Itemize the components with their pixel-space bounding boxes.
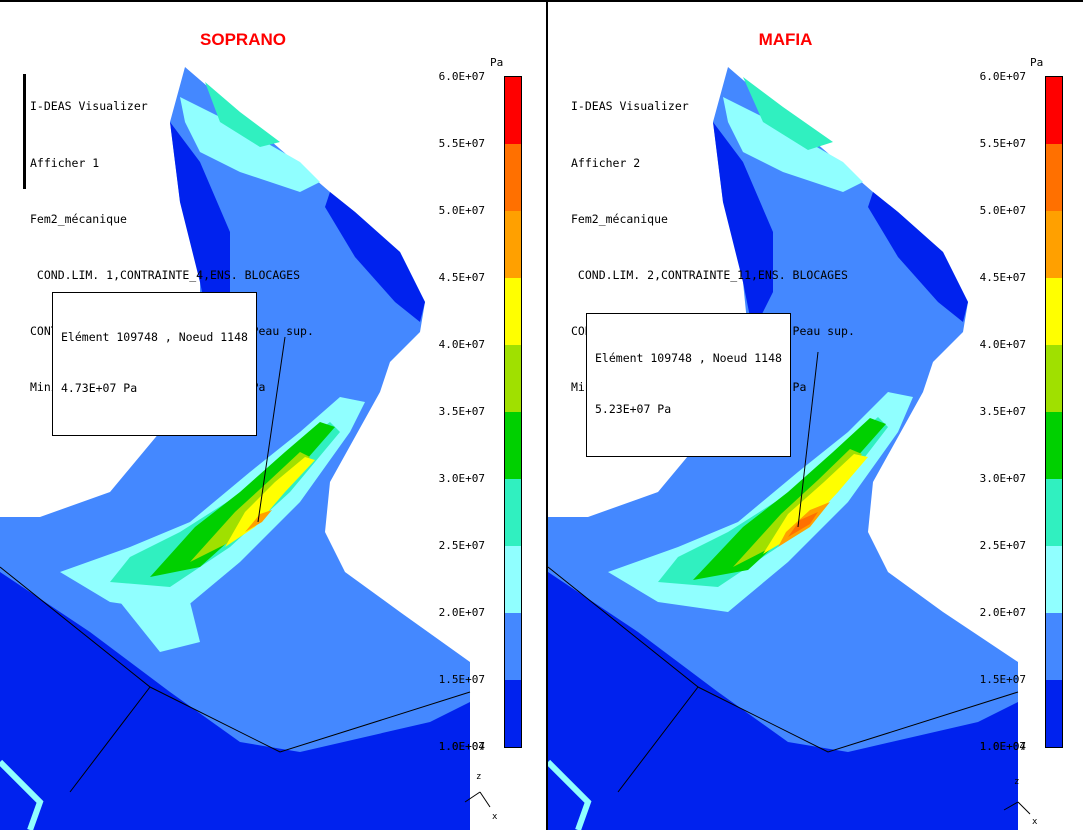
header-line: I-DEAS Visualizer [571,99,689,114]
legend-tick-label: 1.0E+07 [438,740,485,753]
legend-swatch [505,345,521,412]
legend-tick-label: 4.0E+07 [438,338,485,351]
header-line: Fem2_mécanique [571,211,668,226]
band-yellow [225,457,315,547]
legend-tick-label: 3.5E+07 [979,405,1026,418]
legend-swatch [1046,680,1062,747]
legend-swatch [505,546,521,613]
legend-swatch [505,278,521,345]
band-light [180,97,320,192]
legend-swatch [1046,211,1062,278]
band-green [693,418,886,580]
legend-swatch [1046,144,1062,211]
header-bar [23,74,26,189]
legend-swatch [505,211,521,278]
color-legend [1045,76,1063,748]
viewport-soprano[interactable]: SOPRANO I-DEAS Visualizer Afficher 1 Fem… [0,0,548,830]
legend-tick-label: 4.0E+07 [979,338,1026,351]
legend-tick-label: 1.0E+07 [979,740,1026,753]
legend-swatch [1046,479,1062,546]
callout-element: Elément 109748 , Noeud 1148 [595,351,782,365]
axis-x-label: x [492,812,498,822]
legend-tick-label: 1.0E+04 [979,740,1026,753]
stress-contour-plot[interactable] [0,2,546,830]
band-green [150,422,335,577]
legend-swatch [1046,345,1062,412]
callout-value: 5.23E+07 Pa [595,402,672,416]
legend-tick-label: 1.0E+04 [438,740,485,753]
band-darkorange [788,512,818,537]
header-line: COND.LIM. 2,CONTRAINTE_11,ENS. BLOCAGES [571,267,848,282]
legend-swatch [505,144,521,211]
viewport-mafia[interactable]: MAFIA I-DEAS Visualizer Afficher 2 Fem2_… [548,0,1083,830]
legend-tick-label: 5.0E+07 [438,204,485,217]
axis-x-label: x [1032,817,1038,827]
panel-title: MAFIA [758,30,813,49]
header-line: Fem2_mécanique [30,211,127,226]
legend-tick-label: 2.0E+07 [979,606,1026,619]
header-line: COND.LIM. 1,CONTRAINTE_4,ENS. BLOCAGES [30,267,301,282]
legend-tick-label: 5.0E+07 [979,204,1026,217]
legend-swatch [1046,278,1062,345]
legend-tick-label: 6.0E+07 [979,70,1026,83]
legend-swatch [505,77,521,144]
legend-unit: Pa [1030,56,1044,69]
legend-tick-label: 1.5E+07 [979,673,1026,686]
legend-swatch [1046,412,1062,479]
legend-swatch [505,680,521,747]
dark-lobe [325,192,425,322]
legend-swatch [1046,613,1062,680]
band-teal-top [743,77,833,150]
legend-tick-label: 3.5E+07 [438,405,485,418]
legend-swatch [505,613,521,680]
color-legend [504,76,522,748]
dark-lobe [868,192,968,322]
legend-swatch [505,479,521,546]
callout-element: Elément 109748 , Noeud 1148 [61,330,248,344]
legend-tick-label: 4.5E+07 [979,271,1026,284]
legend-tick-label: 3.0E+07 [438,472,485,485]
header-line: Afficher 2 [571,155,641,170]
node-callout[interactable]: Elément 109748 , Noeud 1148 5.23E+07 Pa [586,313,791,457]
header-line: I-DEAS Visualizer [30,99,148,114]
legend-swatch [505,412,521,479]
legend-tick-label: 3.0E+07 [979,472,1026,485]
legend-tick-label: 4.5E+07 [438,271,485,284]
legend-tick-label: 2.0E+07 [438,606,485,619]
axis-z-label: z [476,772,482,782]
legend-swatch [1046,546,1062,613]
panel-title: SOPRANO [200,30,286,49]
axis-triad [1017,801,1031,815]
legend-tick-label: 6.0E+07 [438,70,485,83]
node-callout[interactable]: Elément 109748 , Noeud 1148 4.73E+07 Pa [52,292,257,436]
legend-swatch [1046,77,1062,144]
legend-tick-label: 5.5E+07 [979,137,1026,150]
band-light [723,97,863,192]
legend-unit: Pa [490,56,504,69]
legend-tick-label: 2.5E+07 [979,539,1026,552]
callout-value: 4.73E+07 Pa [61,381,138,395]
band-teal-top [205,82,280,147]
legend-tick-label: 1.5E+07 [438,673,485,686]
axis-triad [479,791,491,808]
legend-tick-label: 5.5E+07 [438,137,485,150]
axis-z-label: z [1014,777,1020,787]
header-line: Afficher 1 [30,155,100,170]
band-yellow [763,454,868,554]
legend-tick-label: 2.5E+07 [438,539,485,552]
